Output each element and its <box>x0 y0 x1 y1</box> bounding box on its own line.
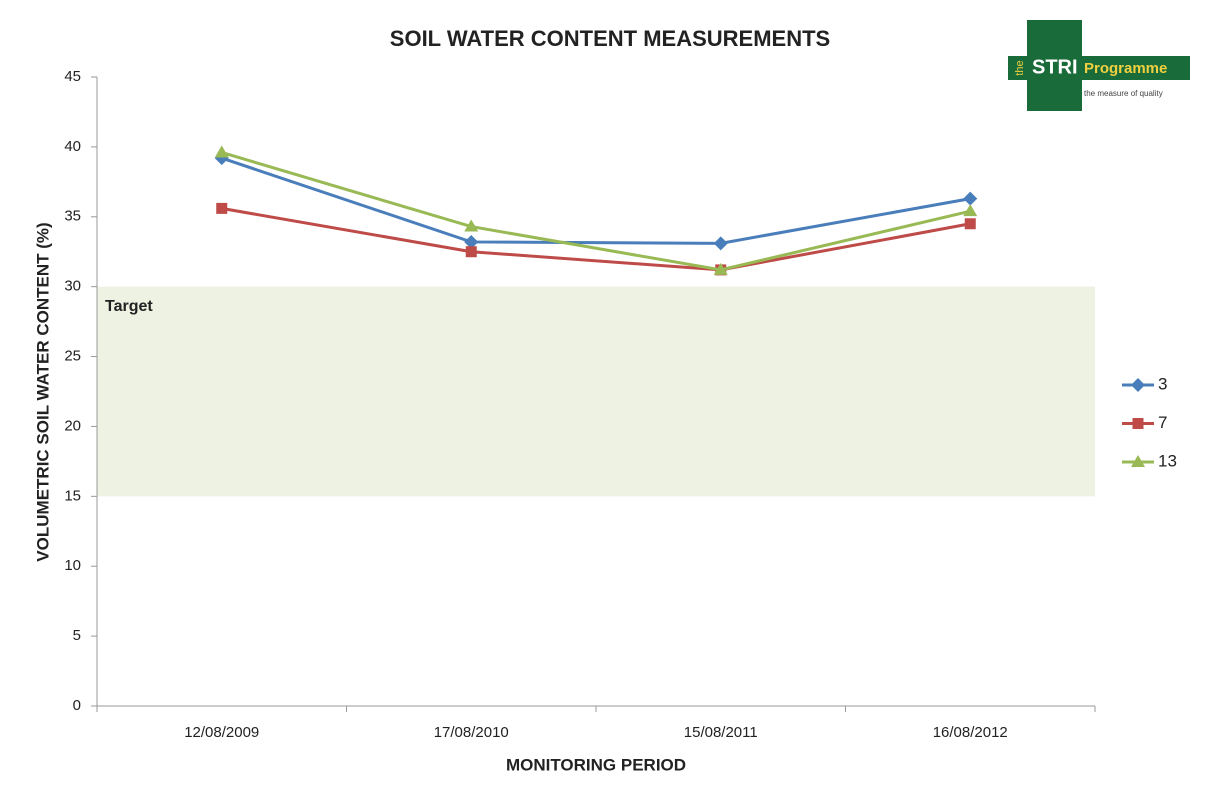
y-tick-label: 5 <box>73 627 81 644</box>
data-point <box>713 236 728 251</box>
y-tick-label: 35 <box>64 208 81 225</box>
data-point <box>464 219 479 232</box>
logo-tagline: the measure of quality <box>1084 89 1163 98</box>
logo-stri: STRI <box>1032 56 1078 78</box>
data-point <box>964 218 976 230</box>
legend-marker <box>1131 455 1145 467</box>
series-line <box>221 151 971 272</box>
data-point <box>963 204 978 217</box>
target-band <box>97 286 1095 497</box>
legend-marker <box>1131 378 1145 392</box>
logo-programme: Programme <box>1084 60 1167 77</box>
y-tick-label: 45 <box>64 68 81 85</box>
series-line <box>221 206 971 272</box>
data-point <box>214 145 229 158</box>
data-point <box>465 246 477 258</box>
chart-title: SOIL WATER CONTENT MEASUREMENTS <box>390 26 830 51</box>
series-line <box>221 156 971 245</box>
target-label: Target <box>105 298 153 315</box>
x-tick-label: 15/08/2011 <box>684 724 758 741</box>
data-point <box>464 234 479 249</box>
x-axis-title: MONITORING PERIOD <box>506 755 686 774</box>
y-tick-label: 30 <box>64 278 81 295</box>
y-tick-label: 0 <box>73 697 81 714</box>
legend-label: 3 <box>1158 374 1167 393</box>
logo: the STRI Programme the measure of qualit… <box>1008 20 1190 111</box>
y-tick-label: 25 <box>64 348 81 365</box>
x-tick-label: 16/08/2012 <box>933 724 1008 741</box>
y-tick-label: 20 <box>64 417 81 434</box>
x-tick-label: 12/08/2009 <box>184 724 259 741</box>
y-tick-label: 10 <box>64 557 81 574</box>
legend-label: 7 <box>1158 413 1167 432</box>
y-axis-title: VOLUMETRIC SOIL WATER CONTENT (%) <box>33 222 52 561</box>
y-tick-label: 15 <box>64 487 81 504</box>
data-point <box>216 202 228 214</box>
x-tick-label: 17/08/2010 <box>434 724 509 741</box>
data-point <box>713 262 728 275</box>
logo-band <box>1008 56 1190 80</box>
legend-label: 13 <box>1158 451 1177 470</box>
legend-marker <box>1132 418 1144 429</box>
data-point <box>963 191 978 206</box>
logo-the: the <box>1014 60 1026 75</box>
y-tick-label: 40 <box>64 138 81 155</box>
